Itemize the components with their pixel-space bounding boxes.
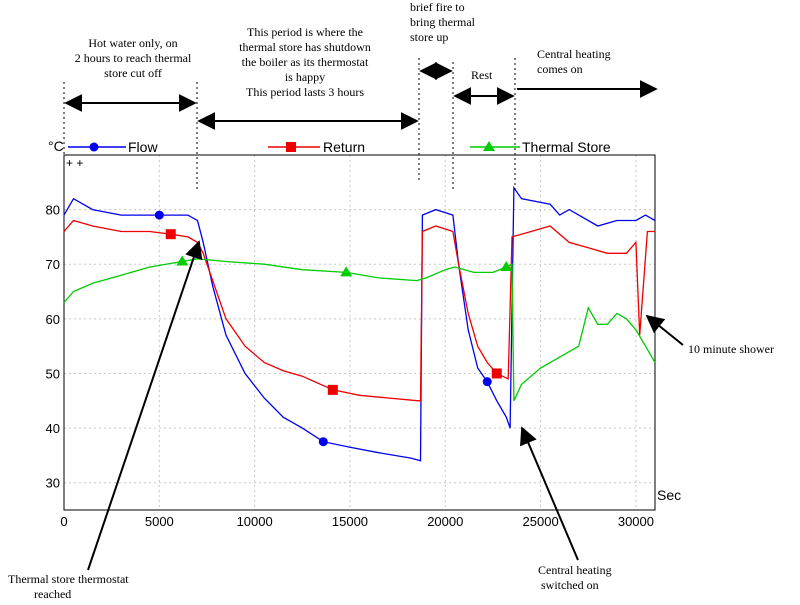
legend-return-label: Return — [323, 139, 365, 155]
svg-text:the boiler as its thermostat: the boiler as its thermostat — [242, 55, 369, 69]
annotation-central-heating-on: Central heating comes on — [537, 47, 611, 76]
legend-return-marker — [286, 142, 296, 152]
annotation-central-heating-switched: Central heating switched on — [538, 563, 612, 592]
legend-thermal-store-label: Thermal Store — [522, 139, 611, 155]
y-tick-label: 60 — [46, 312, 60, 327]
legend: Flow Return Thermal Store — [68, 139, 611, 155]
svg-text:reached: reached — [34, 587, 71, 601]
x-tick-label: 10000 — [237, 514, 273, 529]
duration-arrows — [64, 62, 658, 130]
marker-flow — [154, 210, 164, 220]
x-tick-label: 5000 — [145, 514, 174, 529]
svg-text:switched on: switched on — [541, 578, 599, 592]
y-tick-label: 30 — [46, 476, 60, 491]
svg-text:10 minute shower: 10 minute shower — [688, 342, 774, 356]
svg-text:comes on: comes on — [537, 62, 583, 76]
phase-separators — [63, 58, 516, 190]
x-tick-labels: 0 5000 10000 15000 20000 25000 30000 — [60, 514, 654, 529]
marker-return — [491, 368, 502, 379]
svg-text:Central heating: Central heating — [538, 563, 612, 577]
y-tick-label: 50 — [46, 366, 60, 381]
plot-marks: + + — [66, 156, 83, 170]
legend-flow-label: Flow — [128, 139, 158, 155]
marker-thermal-store — [340, 266, 353, 277]
y-tick-label: 70 — [46, 257, 60, 272]
marker-flow — [482, 377, 492, 387]
plot-frame — [63, 154, 656, 511]
x-tick-label: 0 — [60, 514, 67, 529]
y-tick-label: 40 — [46, 421, 60, 436]
marker-flow — [318, 437, 328, 447]
y-tick-label: 80 — [46, 203, 60, 218]
x-tick-label: 25000 — [523, 514, 559, 529]
pointer-arrows — [87, 240, 684, 571]
annotation-rest: Rest — [471, 68, 493, 82]
svg-text:store up: store up — [410, 30, 448, 44]
y-unit-label: °C — [48, 138, 64, 154]
svg-text:bring thermal: bring thermal — [410, 15, 476, 29]
x-unit-label: Sec — [657, 487, 681, 503]
svg-text:2 hours to reach thermal: 2 hours to reach thermal — [75, 51, 192, 65]
marker-return — [327, 384, 338, 395]
annotation-ten-minute-shower: 10 minute shower — [688, 342, 774, 356]
svg-text:thermal store has shutdown: thermal store has shutdown — [239, 40, 371, 54]
svg-text:brief fire to: brief fire to — [410, 0, 465, 14]
legend-flow-marker — [89, 142, 99, 152]
annotation-thermostat-reached: Thermal store thermostat reached — [8, 572, 129, 601]
x-tick-label: 30000 — [618, 514, 654, 529]
annotation-thermostat-happy: This period is where the thermal store h… — [239, 25, 371, 99]
x-tick-label: 20000 — [427, 514, 463, 529]
gridlines — [64, 155, 655, 510]
x-tick-label: 15000 — [332, 514, 368, 529]
series-line-return — [63, 219, 655, 402]
svg-text:store cut off: store cut off — [104, 66, 162, 80]
svg-text:is happy: is happy — [285, 70, 325, 84]
svg-text:Thermal store thermostat: Thermal store thermostat — [8, 572, 129, 586]
legend-thermal-store-marker — [483, 141, 495, 151]
series-markers — [154, 210, 513, 447]
y-tick-labels: 30 40 50 60 70 80 — [46, 203, 60, 491]
series-line-thermal-store — [63, 258, 656, 402]
marker-thermal-store — [176, 255, 189, 266]
marker-thermal-store — [500, 260, 513, 271]
annotation-brief-fire: brief fire to bring thermal store up — [410, 0, 476, 44]
marker-return — [165, 229, 176, 240]
svg-text:This period lasts 3 hours: This period lasts 3 hours — [246, 85, 364, 99]
svg-text:This period is where the: This period is where the — [247, 25, 363, 39]
series-lines — [63, 185, 656, 462]
series-line-flow — [63, 185, 656, 462]
svg-text:Hot water only, on: Hot water only, on — [88, 36, 177, 50]
svg-text:Central heating: Central heating — [537, 47, 611, 61]
svg-text:Rest: Rest — [471, 68, 493, 82]
annotation-hot-water-only: Hot water only, on 2 hours to reach ther… — [75, 36, 192, 80]
